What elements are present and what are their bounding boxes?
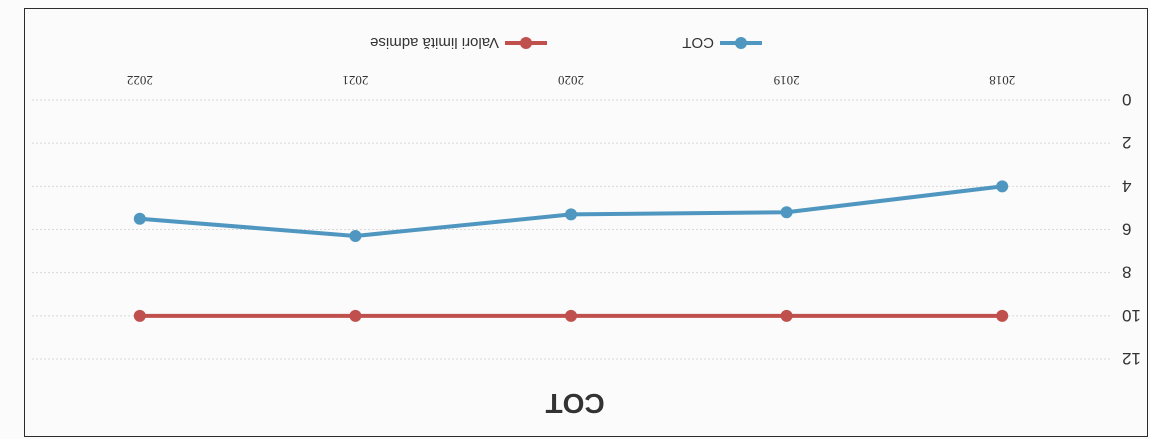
y-tick-label: 12 <box>1122 349 1141 368</box>
x-tick-label: 2018 <box>989 73 1015 88</box>
x-tick-labels: 2018 2019 2020 2021 2022 <box>127 73 1015 88</box>
series-points <box>133 180 1009 322</box>
data-point <box>133 309 146 322</box>
x-tick-label: 2019 <box>774 73 800 88</box>
x-tick-label: 2022 <box>127 73 153 88</box>
data-point <box>349 309 362 322</box>
y-tick-label: 10 <box>1122 306 1141 325</box>
data-point <box>780 309 793 322</box>
y-tick-labels: 0 2 4 6 8 10 12 <box>1122 90 1141 368</box>
y-tick-label: 0 <box>1122 90 1131 109</box>
legend-label: COT <box>682 34 714 51</box>
data-point <box>996 180 1009 193</box>
y-tick-label: 8 <box>1122 263 1131 282</box>
legend: COT Valori limită admise <box>370 34 762 51</box>
legend-swatch-marker <box>520 37 532 49</box>
legend-label: Valori limită admise <box>370 34 499 51</box>
data-point <box>133 212 146 225</box>
y-tick-label: 2 <box>1122 133 1131 152</box>
y-tick-label: 4 <box>1122 176 1131 195</box>
chart-title: COT <box>545 388 604 419</box>
data-point <box>565 208 577 221</box>
y-tick-label: 6 <box>1122 220 1131 239</box>
series-lines <box>139 184 1003 318</box>
data-point <box>349 229 362 242</box>
x-tick-label: 2021 <box>342 73 368 88</box>
data-point <box>565 309 577 322</box>
legend-swatch-marker <box>735 37 747 49</box>
x-tick-label: 2020 <box>558 73 584 88</box>
data-point <box>780 206 793 219</box>
data-point <box>996 309 1009 322</box>
